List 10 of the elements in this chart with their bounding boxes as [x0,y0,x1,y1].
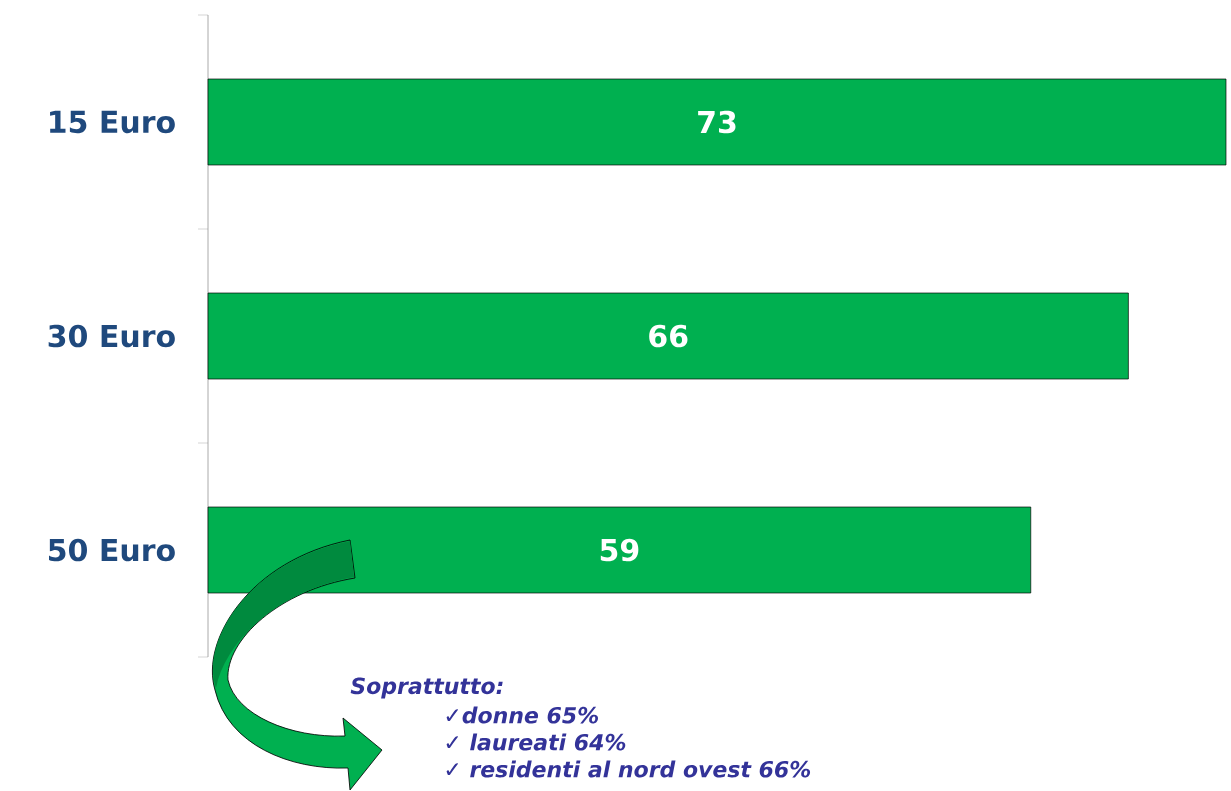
text: Soprattutto: [350,677,503,699]
data-label: 73 [698,110,736,134]
y-tick-label: 30 Euro [48,324,175,348]
text: ✓ residenti al nord ovest 66% [446,760,811,778]
y-tick-label: 15 Euro [50,110,175,134]
data-label: 66 [649,324,688,348]
y-tick-label: 50 Euro [49,538,175,562]
text: ✓ laureati 64% [446,733,626,751]
text: ✓donne 65% [446,706,598,724]
data-label: 59 [600,538,639,562]
